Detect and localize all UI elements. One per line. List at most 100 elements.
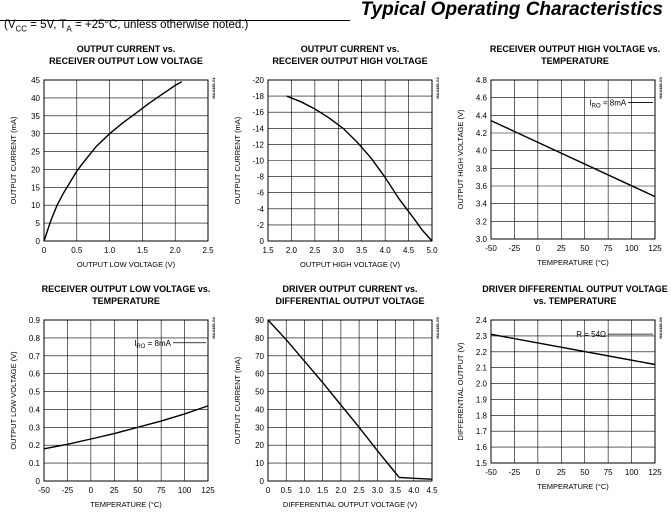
series-line xyxy=(43,405,209,450)
y-tick-label: 70 xyxy=(255,352,264,361)
y-tick-label: 0.1 xyxy=(29,459,41,468)
y-tick-label: 60 xyxy=(255,370,264,379)
y-tick-label: 1.7 xyxy=(476,427,488,436)
annotation-label: IRO = 8mA xyxy=(134,339,171,350)
x-tick-label: 2.5 xyxy=(309,246,321,255)
y-tick-label: 30 xyxy=(255,423,264,432)
y-tick-label: 45 xyxy=(31,76,40,85)
x-tick-label: 1.5 xyxy=(262,246,274,255)
x-tick-label: 4.0 xyxy=(408,486,420,495)
header-rule xyxy=(0,20,350,21)
x-tick-label: 2.0 xyxy=(335,486,347,495)
x-axis-label: OUTPUT HIGH VOLTAGE (V) xyxy=(300,260,401,269)
y-tick-label: 0.9 xyxy=(29,316,41,325)
x-tick-label: 50 xyxy=(580,468,589,477)
x-tick-label: 4.5 xyxy=(426,486,438,495)
y-tick-label: 90 xyxy=(255,316,264,325)
y-tick-label: 10 xyxy=(255,459,264,468)
y-tick-label: -18 xyxy=(252,92,264,101)
part-code: MAX481-02 xyxy=(435,77,440,99)
plot-frame xyxy=(267,79,433,242)
chart-title-line: DIFFERENTIAL OUTPUT VOLTAGE xyxy=(276,296,425,306)
y-tick-label: 3.2 xyxy=(476,217,488,226)
y-tick-label: -8 xyxy=(257,173,265,182)
x-tick-label: 2.0 xyxy=(286,246,298,255)
x-tick-label: 50 xyxy=(133,486,142,495)
y-tick-label: 40 xyxy=(31,94,40,103)
x-tick-label: 0 xyxy=(42,246,47,255)
x-tick-label: 100 xyxy=(625,468,639,477)
x-tick-label: 75 xyxy=(157,486,166,495)
part-code: MAX481-01 xyxy=(211,77,216,99)
x-tick-label: 2.5 xyxy=(202,246,214,255)
y-tick-label: 0.3 xyxy=(29,423,41,432)
y-tick-label: 0.4 xyxy=(29,405,41,414)
y-tick-label: 0.6 xyxy=(29,370,41,379)
y-tick-label: 2.4 xyxy=(476,316,488,325)
chart-6: DRIVER DIFFERENTIAL OUTPUT VOLTAGE vs. TE… xyxy=(456,284,668,491)
chart-1: OUTPUT CURRENT vs. RECEIVER OUTPUT LOW VO… xyxy=(9,44,216,269)
x-axis-label: TEMPERATURE (°C) xyxy=(537,482,609,491)
y-tick-label: 2.2 xyxy=(476,348,488,357)
y-tick-label: 35 xyxy=(31,112,40,121)
x-tick-label: 1.0 xyxy=(299,486,311,495)
conditions-note: (VCC = 5V, TA = +25°C, unless otherwise … xyxy=(4,19,249,34)
chart-title-line: DRIVER OUTPUT CURRENT vs. xyxy=(282,284,417,294)
y-tick-label: 2.1 xyxy=(476,364,488,373)
series-line xyxy=(490,119,656,198)
y-tick-label: -12 xyxy=(252,140,264,149)
y-tick-label: 4.8 xyxy=(476,76,488,85)
x-tick-label: -50 xyxy=(38,486,50,495)
y-tick-label: 4.4 xyxy=(476,111,488,120)
chart-title-line: TEMPERATURE xyxy=(92,296,160,306)
x-tick-label: -25 xyxy=(509,244,521,253)
x-tick-label: 5.0 xyxy=(426,246,438,255)
annotation-label: IRO = 8mA xyxy=(589,98,626,109)
x-tick-label: 2.0 xyxy=(170,246,182,255)
page-title: Typical Operating Characteristics xyxy=(360,0,663,20)
y-tick-label: 4.0 xyxy=(476,147,488,156)
x-tick-label: 125 xyxy=(648,244,662,253)
part-code: MAX481-03 xyxy=(658,77,663,99)
y-axis-label: OUTPUT CURRENT (mA) xyxy=(9,116,18,204)
chart-4: RECEIVER OUTPUT LOW VOLTAGE vs. TEMPERATU… xyxy=(9,284,216,509)
y-tick-label: 50 xyxy=(255,388,264,397)
chart-title-line: RECEIVER OUTPUT LOW VOLTAGE vs. xyxy=(42,284,211,294)
x-tick-label: -50 xyxy=(485,244,497,253)
y-tick-label: 40 xyxy=(255,405,264,414)
y-axis-label: OUTPUT LOW VOLTAGE (V) xyxy=(9,351,18,450)
x-tick-label: -25 xyxy=(62,486,74,495)
part-code: MAX481-05 xyxy=(435,317,440,339)
x-tick-label: 0.5 xyxy=(281,486,293,495)
y-tick-label: -2 xyxy=(257,221,265,230)
y-tick-label: 80 xyxy=(255,334,264,343)
y-tick-label: 25 xyxy=(31,148,40,157)
y-tick-label: 5 xyxy=(36,219,41,228)
x-tick-label: -50 xyxy=(485,468,497,477)
x-tick-label: 125 xyxy=(201,486,215,495)
y-axis-label: OUTPUT CURRENT (mA) xyxy=(233,116,242,204)
y-tick-label: 3.0 xyxy=(476,235,488,244)
y-tick-label: -16 xyxy=(252,108,264,117)
x-tick-label: 2.5 xyxy=(354,486,366,495)
y-tick-label: 1.9 xyxy=(476,395,488,404)
x-tick-label: 4.5 xyxy=(403,246,415,255)
y-tick-label: 0.5 xyxy=(29,388,41,397)
x-tick-label: 75 xyxy=(604,244,613,253)
x-tick-label: 100 xyxy=(178,486,192,495)
chart-title-line: vs. TEMPERATURE xyxy=(534,296,617,306)
x-tick-label: 125 xyxy=(648,468,662,477)
x-tick-label: 50 xyxy=(580,244,589,253)
series-line xyxy=(43,81,183,242)
series-line xyxy=(490,333,656,366)
y-tick-label: 0 xyxy=(260,477,265,486)
y-tick-label: -10 xyxy=(252,157,264,166)
chart-2: OUTPUT CURRENT vs. RECEIVER OUTPUT HIGH V… xyxy=(233,44,440,269)
x-tick-label: -25 xyxy=(509,468,521,477)
chart-3: RECEIVER OUTPUT HIGH VOLTAGE vs. TEMPERAT… xyxy=(456,44,663,267)
part-code: MAX481-06 xyxy=(658,317,663,339)
plot-frame xyxy=(490,79,656,240)
x-tick-label: 1.5 xyxy=(317,486,329,495)
chart-title-line: RECEIVER OUTPUT LOW VOLTAGE xyxy=(49,56,203,66)
